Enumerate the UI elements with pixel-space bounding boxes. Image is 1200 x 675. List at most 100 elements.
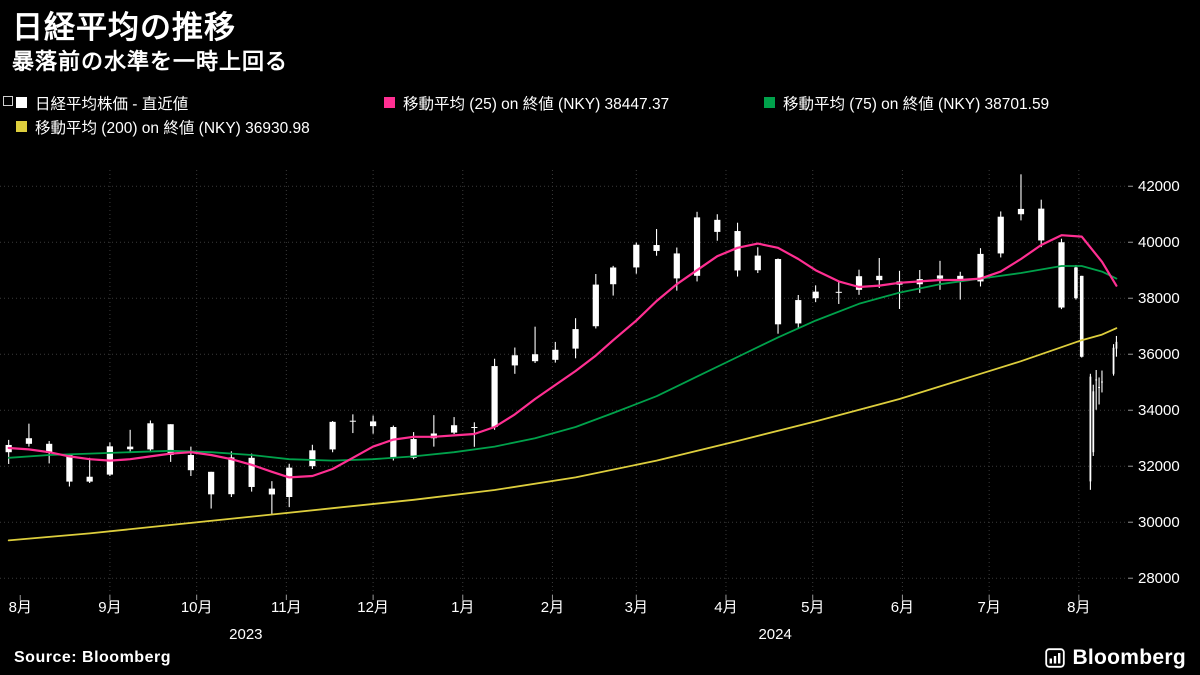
candle-body [329,421,336,450]
svg-text:34000: 34000 [1138,402,1180,419]
candle-body [592,284,599,327]
candle-body [66,455,73,482]
candle-body [1017,208,1025,215]
legend-item-ma25: 移動平均 (25) on 終値 (NKY) 38447.37 [384,92,764,114]
svg-text:8月: 8月 [9,599,32,616]
candle-body [552,349,559,360]
candle-body [1079,275,1084,357]
candle-body [286,467,293,498]
svg-text:7月: 7月 [977,599,1000,616]
candle-body [977,253,984,282]
candle-body [1092,391,1095,453]
svg-text:2023: 2023 [229,626,262,643]
svg-text:1月: 1月 [451,599,474,616]
footer: Source: Bloomberg Bloomberg [0,641,1200,675]
candle-body [228,457,235,495]
svg-text:10月: 10月 [181,599,213,616]
candle-body [693,217,701,276]
candle-body [835,291,842,293]
candle-body [957,275,964,282]
ma200-line [7,327,1118,542]
page-title: 日経平均の推移 [12,10,236,45]
candle-body [450,425,458,433]
price-chart: 28000 30000 32000 34000 36000 38000 40000 42000… [0,170,1180,643]
ma75-swatch [764,97,775,108]
candle-body [1089,376,1092,482]
candle-body [25,438,33,444]
svg-text:40000: 40000 [1138,234,1180,251]
svg-text:8月: 8月 [1067,599,1090,616]
candle-body [610,267,617,285]
candle-body [147,423,154,450]
svg-text:2月: 2月 [541,599,564,616]
candle-body [248,457,255,487]
legend-flag-icon [3,96,13,106]
candle-body [734,231,741,271]
candle-body [410,439,417,458]
candle-body [167,424,174,455]
svg-text:36000: 36000 [1138,346,1180,363]
candle-body [309,450,316,467]
legend-label-price: 日経平均株価 - 直近値 [35,95,189,113]
svg-text:30000: 30000 [1138,514,1180,531]
legend-label-ma200: 移動平均 (200) on 終値 (NKY) 36930.98 [35,119,310,137]
candle-body [1095,379,1098,381]
svg-text:42000: 42000 [1138,178,1180,195]
candle-body [774,259,782,325]
svg-text:2024: 2024 [758,626,791,643]
bloomberg-wordmark: Bloomberg [1072,646,1186,669]
candle-body [370,421,377,427]
candle-body [208,471,215,495]
price-swatch [16,97,27,108]
svg-text:12月: 12月 [357,599,389,616]
candle-body [1112,347,1115,374]
candle-body [795,300,802,324]
svg-text:28000: 28000 [1138,570,1180,587]
candle-body [633,244,640,268]
candle-body [936,275,944,279]
candle-body [268,488,275,495]
candle-body [855,276,863,290]
candle-body [1058,242,1065,308]
candle-body [653,245,660,251]
svg-text:3月: 3月 [625,599,648,616]
candle-body [471,427,478,429]
candle-body [876,275,883,281]
candle-body [349,420,356,422]
source-credit: Source: Bloomberg [14,649,171,666]
svg-text:5月: 5月 [801,599,824,616]
candle-body [812,291,819,299]
candle-body [1098,386,1100,388]
svg-text:6月: 6月 [891,599,914,616]
svg-text:9月: 9月 [98,599,121,616]
grid [0,170,1128,595]
bloomberg-logo: Bloomberg [1045,646,1186,670]
candle-body [673,253,680,279]
ma25-line [7,234,1118,479]
svg-text:32000: 32000 [1138,458,1180,475]
candle-body [187,455,194,471]
legend-item-ma200: 移動平均 (200) on 終値 (NKY) 36930.98 [16,116,310,138]
svg-text:11月: 11月 [271,599,302,616]
candle-body [572,329,579,349]
candle-body [511,355,518,366]
candle-body [531,354,539,362]
candle-body [86,476,93,482]
candles-layer [5,174,1118,515]
candle-body [754,255,761,271]
x-axis-labels: 8月 9月 10月 11月 12月 1月 2月 3月 4月 5月 6月 7月 8月 2023 2024 [9,595,1091,643]
ma200-swatch [16,121,27,132]
candle-body [1038,208,1045,241]
legend-item-price: 日経平均株価 - 直近値 [16,92,384,114]
candle-body [1074,267,1078,299]
chart-legend: 日経平均株価 - 直近値 移動平均 (25) on 終値 (NKY) 38447… [0,92,1200,137]
candle-body [127,446,134,450]
bloomberg-logo-icon [1045,648,1066,668]
legend-item-ma75: 移動平均 (75) on 終値 (NKY) 38701.59 [764,92,1049,114]
candle-body [390,427,397,458]
ma25-swatch [384,97,395,108]
svg-text:4月: 4月 [714,599,737,616]
svg-text:38000: 38000 [1138,290,1180,307]
legend-row-2: 移動平均 (200) on 終値 (NKY) 36930.98 [0,116,1200,137]
